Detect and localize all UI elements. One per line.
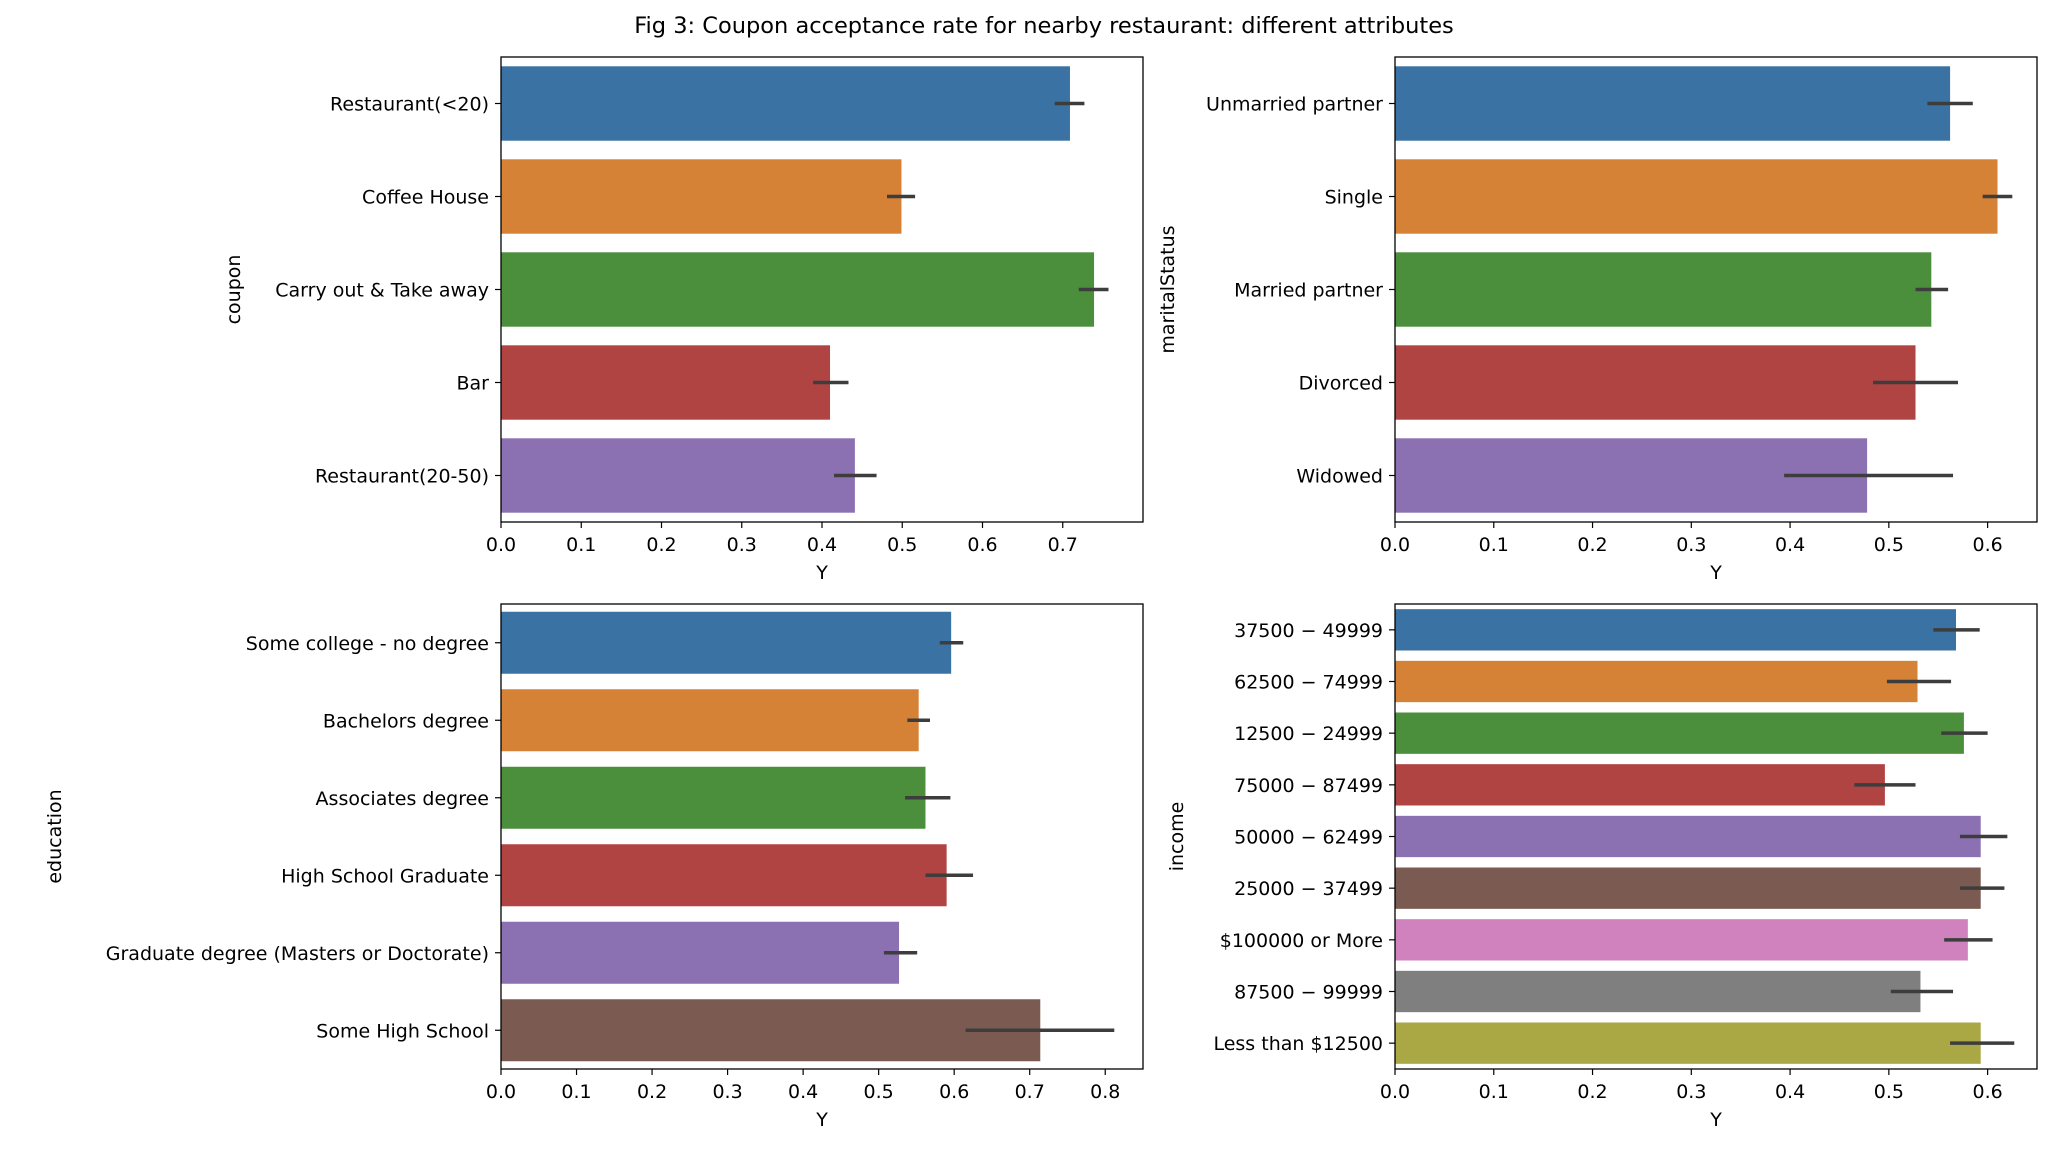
- y-tick-label: Divorced: [1299, 373, 1383, 395]
- x-tick-label: 0.2: [646, 534, 676, 556]
- y-axis-label: income: [1166, 802, 1188, 872]
- x-tick-label: 0.0: [486, 534, 516, 556]
- x-tick-label: 0.0: [1380, 1081, 1410, 1103]
- x-tick-label: 0.2: [637, 1081, 667, 1103]
- x-axis-label: Y: [815, 562, 828, 584]
- bar: [1395, 609, 1957, 651]
- y-tick-label: Some High School: [316, 1020, 489, 1042]
- x-tick-label: 0.0: [486, 1081, 516, 1103]
- bar: [501, 611, 952, 674]
- bar: [501, 766, 926, 829]
- y-tick-label: 50000 − 62499: [1234, 827, 1383, 849]
- bar: [1395, 660, 1918, 703]
- y-tick-label: 87500 − 99999: [1234, 982, 1383, 1004]
- figure-title: Fig 3: Coupon acceptance rate for nearby…: [634, 13, 1454, 39]
- x-tick-label: 0.1: [1479, 1081, 1509, 1103]
- x-tick-label: 0.7: [1048, 534, 1078, 556]
- x-tick-label: 0.7: [1015, 1081, 1045, 1103]
- x-axis-label: Y: [1709, 1109, 1722, 1131]
- bar: [501, 921, 900, 984]
- x-tick-label: 0.5: [864, 1081, 894, 1103]
- x-axis-label: Y: [815, 1109, 828, 1131]
- y-tick-label: 62500 − 74999: [1234, 672, 1383, 694]
- bar: [1395, 252, 1932, 327]
- subplot-coupon: Restaurant(<20) Coffee House Carry out & T…: [223, 56, 1144, 584]
- bar: [1395, 159, 1998, 234]
- y-tick-label: 75000 − 87499: [1234, 775, 1383, 797]
- bar: [1395, 919, 1968, 961]
- x-axis-label: Y: [1709, 562, 1722, 584]
- y-tick-label: Restaurant(<20): [330, 94, 489, 116]
- y-tick-label: Graduate degree (Masters or Doctorate): [106, 943, 489, 965]
- x-tick-label: 0.1: [566, 534, 596, 556]
- x-tick-label: 0.6: [1973, 1081, 2003, 1103]
- subplot-education: Some college - no degree Bachelors degree…: [44, 603, 1144, 1131]
- subplot-income: 37500 − 49999 62500 − 74999 12500 − 24999 7…: [1166, 603, 2038, 1131]
- bar: [1395, 712, 1964, 754]
- x-tick-label: 0.6: [1973, 534, 2003, 556]
- x-tick-label: 0.4: [788, 1081, 818, 1103]
- x-tick-label: 0.4: [1775, 534, 1805, 556]
- bar: [501, 159, 902, 234]
- y-tick-label: Married partner: [1234, 280, 1383, 302]
- x-tick-label: 0.4: [807, 534, 837, 556]
- x-tick-label: 0.1: [1479, 534, 1509, 556]
- x-tick-label: 0.6: [939, 1081, 969, 1103]
- bar: [501, 689, 919, 752]
- bar: [501, 252, 1095, 327]
- x-tick-label: 0.3: [727, 534, 757, 556]
- bar: [501, 999, 1041, 1062]
- x-tick-label: 0.6: [967, 534, 997, 556]
- y-axis-label: maritalStatus: [1157, 225, 1179, 353]
- y-tick-label: Widowed: [1296, 466, 1383, 488]
- y-tick-label: Restaurant(20-50): [315, 466, 489, 488]
- bar: [1395, 867, 1981, 909]
- bar: [501, 438, 855, 513]
- bar: [1395, 66, 1951, 141]
- bar: [1395, 815, 1981, 858]
- y-tick-label: Associates degree: [316, 788, 489, 810]
- x-tick-label: 0.4: [1775, 1081, 1805, 1103]
- axes-frame: [500, 603, 1144, 1070]
- x-tick-label: 0.5: [1874, 534, 1904, 556]
- x-tick-label: 0.1: [561, 1081, 591, 1103]
- x-tick-label: 0.0: [1380, 534, 1410, 556]
- x-tick-label: 0.8: [1090, 1081, 1120, 1103]
- y-tick-label: 25000 − 37499: [1234, 878, 1383, 900]
- bar: [1395, 1022, 1981, 1064]
- bar: [501, 345, 831, 420]
- y-tick-label: Unmarried partner: [1206, 94, 1383, 116]
- axes-frame: [1394, 56, 2038, 523]
- y-tick-label: 12500 − 24999: [1234, 723, 1383, 745]
- x-tick-label: 0.2: [1577, 534, 1607, 556]
- bar: [1395, 764, 1885, 806]
- y-tick-label: $100000 or More: [1220, 930, 1383, 952]
- y-tick-label: Bachelors degree: [323, 710, 489, 732]
- y-tick-label: Some college - no degree: [246, 633, 489, 655]
- y-axis-label: education: [44, 789, 66, 883]
- x-tick-label: 0.5: [887, 534, 917, 556]
- y-tick-label: Carry out & Take away: [275, 280, 489, 302]
- bar: [501, 66, 1070, 141]
- y-axis-label: coupon: [223, 255, 245, 325]
- y-tick-label: Less than $12500: [1213, 1033, 1383, 1055]
- y-tick-label: Single: [1325, 187, 1383, 209]
- y-tick-label: Coffee House: [362, 187, 489, 209]
- x-tick-label: 0.3: [1676, 1081, 1706, 1103]
- y-tick-label: High School Graduate: [281, 865, 489, 887]
- y-tick-label: 37500 − 49999: [1234, 620, 1383, 642]
- x-tick-label: 0.5: [1874, 1081, 1904, 1103]
- bar: [1395, 970, 1921, 1013]
- axes-frame: [1394, 603, 2038, 1070]
- x-tick-label: 0.2: [1577, 1081, 1607, 1103]
- x-tick-label: 0.3: [712, 1081, 742, 1103]
- y-tick-label: Bar: [457, 373, 490, 395]
- bar: [501, 844, 947, 907]
- subplot-maritalStatus: Unmarried partner Single Married partner Di…: [1157, 56, 2038, 584]
- x-tick-label: 0.3: [1676, 534, 1706, 556]
- bar: [1395, 345, 1916, 420]
